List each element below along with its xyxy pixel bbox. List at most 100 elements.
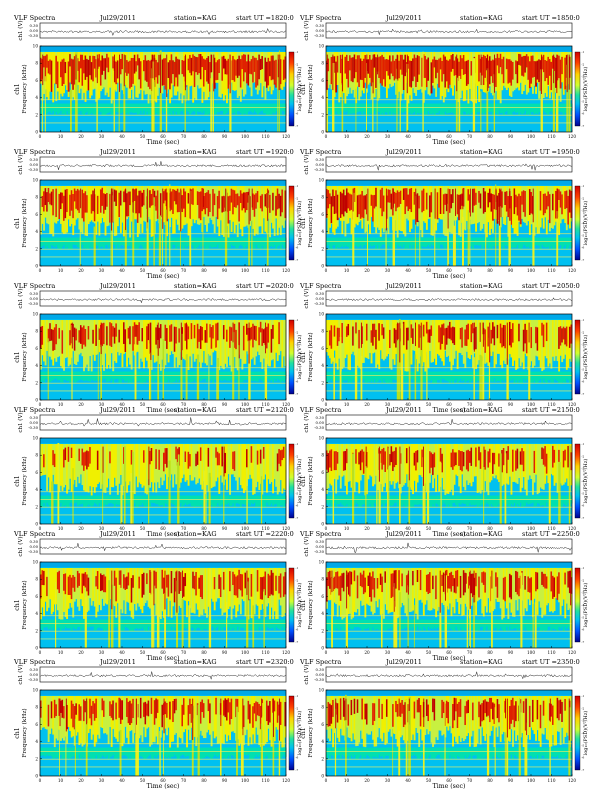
spectrogram-hiss-band xyxy=(175,326,178,344)
spectrogram-hiss-band xyxy=(450,55,453,72)
spectrogram-mid-band xyxy=(98,444,101,483)
spectrogram-hiss-band xyxy=(166,574,168,588)
spectrogram-mid-band xyxy=(350,186,353,235)
sferic-streak xyxy=(332,62,335,132)
spectrogram-low-band xyxy=(181,237,184,249)
ch1-tick-label: 0.00 xyxy=(316,420,325,425)
sferic-streak xyxy=(224,189,228,266)
spectrogram-low-band xyxy=(147,103,150,116)
spectrogram-hiss-band xyxy=(72,59,75,90)
spectrogram-hiss-band xyxy=(384,571,387,583)
spectrogram-mid-band xyxy=(50,568,53,615)
spectrogram-low-band xyxy=(530,371,533,383)
spectrogram-low-band xyxy=(106,103,108,114)
spectrogram-low-band xyxy=(418,619,421,630)
spectrogram-hiss-band xyxy=(158,327,161,349)
spectrogram-mid-band xyxy=(138,444,141,483)
sferic-streak xyxy=(499,453,502,524)
spectrogram-hiss-band xyxy=(379,189,382,209)
spectrogram-hiss-band xyxy=(124,55,127,73)
freq-axis-label: Frequency (kHz) xyxy=(307,64,314,113)
spectrogram-hiss-band xyxy=(421,449,424,468)
spectrogram-mid-band xyxy=(236,444,239,491)
spectrogram-hiss-band xyxy=(133,322,136,345)
spectrogram-hiss-band xyxy=(413,191,416,205)
ch1-tick-label: 0.30 xyxy=(30,23,39,28)
spectrogram-mid-band xyxy=(455,52,458,100)
spectrogram-mid-band xyxy=(133,186,136,220)
spectrogram-hiss-band xyxy=(227,58,230,89)
line-interference xyxy=(40,114,286,116)
sferic-core xyxy=(42,54,44,86)
spectrogram-low-band xyxy=(532,103,534,113)
spectrogram-mid-band xyxy=(399,444,402,494)
spectrogram-hiss-band xyxy=(525,54,528,68)
colorbar-tick-label: -3 xyxy=(296,591,299,595)
spectrogram-hiss-band xyxy=(110,323,113,347)
time-tick-label: 70 xyxy=(181,268,187,273)
time-tick-label: 90 xyxy=(508,268,514,273)
freq-tick-label: 0 xyxy=(321,398,324,403)
time-tick-label: 20 xyxy=(78,134,84,139)
spectrogram-hiss-band xyxy=(455,56,458,76)
spectrogram-mid-band xyxy=(66,52,69,91)
spectrogram-low-band xyxy=(163,237,165,247)
spectrogram-hiss-band xyxy=(330,196,333,224)
spectrogram-hiss-band xyxy=(135,324,138,345)
spectrogram-mid-band xyxy=(239,568,242,615)
spectrogram-mid-band xyxy=(230,444,233,475)
spectrogram-hiss-band xyxy=(83,325,85,345)
spectrogram-low-band xyxy=(472,495,474,505)
spectrogram-low-band xyxy=(192,237,195,247)
spectrogram-mid-band xyxy=(224,568,227,613)
spectrogram-mid-band xyxy=(555,444,557,483)
spectrogram-mid-band xyxy=(462,320,465,364)
sferic-core xyxy=(483,446,485,467)
spectrogram-hiss-band xyxy=(58,327,61,339)
spectrogram-low-band xyxy=(236,371,239,384)
spectrogram-low-band xyxy=(476,371,479,381)
spectrogram-low-band xyxy=(202,619,205,630)
spectrogram-hiss-band xyxy=(452,449,454,470)
time-tick-label: 110 xyxy=(262,268,270,273)
freq-tick-label: 4 xyxy=(35,95,38,100)
spectrogram-low-band xyxy=(90,103,93,113)
spectrogram-low-band xyxy=(83,103,85,116)
spectrogram-mid-band xyxy=(398,568,401,617)
spectrogram-hiss-band xyxy=(215,323,218,348)
spectrogram-hiss-band xyxy=(64,573,67,595)
line-interference xyxy=(326,256,572,258)
sferic-core xyxy=(360,322,362,348)
spectrogram-hiss-band xyxy=(84,572,87,588)
spectrogram-hiss-band xyxy=(86,195,89,213)
channel-label: ch1 xyxy=(300,475,307,486)
sferic-streak xyxy=(454,193,456,266)
spectrogram-mid-band xyxy=(119,320,122,354)
spectrogram-low-band xyxy=(455,495,458,505)
sferic-core xyxy=(494,54,495,93)
spectrogram-mid-band xyxy=(115,186,118,236)
spectrogram-hiss-band xyxy=(367,575,370,587)
spectrogram-low-band xyxy=(521,371,524,384)
sferic-streak xyxy=(123,54,126,132)
freq-tick-label: 8 xyxy=(35,453,38,458)
spectrogram-mid-band xyxy=(112,444,115,488)
colorbar-tick-label: -6 xyxy=(296,628,299,632)
ch1-tick-label: -0.30 xyxy=(314,33,324,38)
spectrogram-low-band xyxy=(508,495,511,507)
spectrogram-mid-band xyxy=(239,444,242,486)
panel-date: Jul29/2011 xyxy=(99,148,136,156)
spectrogram-hiss-band xyxy=(270,55,273,81)
spectrogram-hiss-band xyxy=(255,193,258,209)
spectrogram-mid-band xyxy=(410,568,413,612)
spectrogram-mid-band xyxy=(206,568,208,618)
spectrogram-mid-band xyxy=(281,320,284,368)
time-tick-label: 60 xyxy=(160,268,166,273)
spectrogram-mid-band xyxy=(433,186,436,234)
sferic-core xyxy=(75,54,77,80)
spectrogram-mid-band xyxy=(564,444,567,483)
spectrogram-mid-band xyxy=(558,186,561,235)
spectrogram-mid-band xyxy=(252,568,255,618)
spectrogram-low-band xyxy=(467,103,470,114)
spectrogram-low-band xyxy=(47,619,50,630)
